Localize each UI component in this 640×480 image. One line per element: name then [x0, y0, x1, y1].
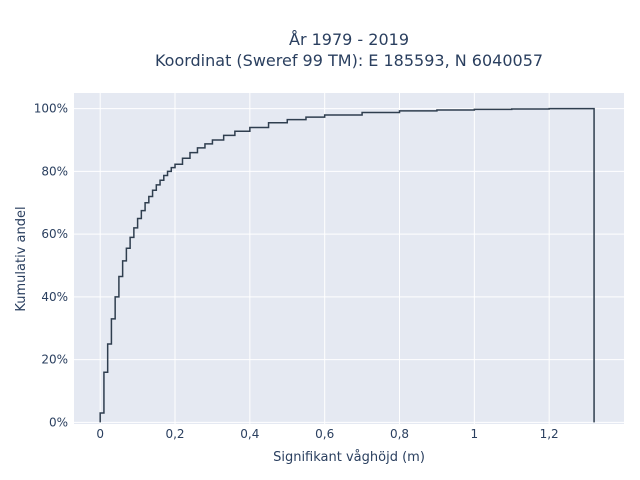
- x-tick-label: 0,8: [390, 427, 409, 441]
- cdf-step-line: [99, 107, 595, 423]
- x-tick-label: 0,2: [165, 427, 184, 441]
- x-tick-label: 0,6: [315, 427, 334, 441]
- x-tick-label: 1,2: [540, 427, 559, 441]
- x-axis-label: Signifikant våghöjd (m): [273, 450, 425, 465]
- y-tick-label: 60%: [41, 227, 68, 241]
- y-tick-label: 0%: [49, 415, 68, 429]
- x-tick-label: 0: [96, 427, 104, 441]
- y-tick-label: 100%: [34, 102, 68, 116]
- y-tick-label: 40%: [41, 290, 68, 304]
- plot-area: [74, 93, 624, 424]
- x-tick-label: 1: [471, 427, 479, 441]
- y-tick-label: 20%: [41, 353, 68, 367]
- y-axis-label: Kumulativ andel: [14, 206, 29, 311]
- y-tick-label: 80%: [41, 164, 68, 178]
- x-tick-label: 0,4: [240, 427, 259, 441]
- chart-title-line2: Koordinat (Sweref 99 TM): E 185593, N 60…: [155, 51, 543, 70]
- tick-labels: 0 0,2 0,4 0,6 0,8 1 1,2 0% 20% 40% 60% 80% 100%: [34, 102, 559, 441]
- chart-title-line1: År 1979 - 2019: [289, 30, 409, 49]
